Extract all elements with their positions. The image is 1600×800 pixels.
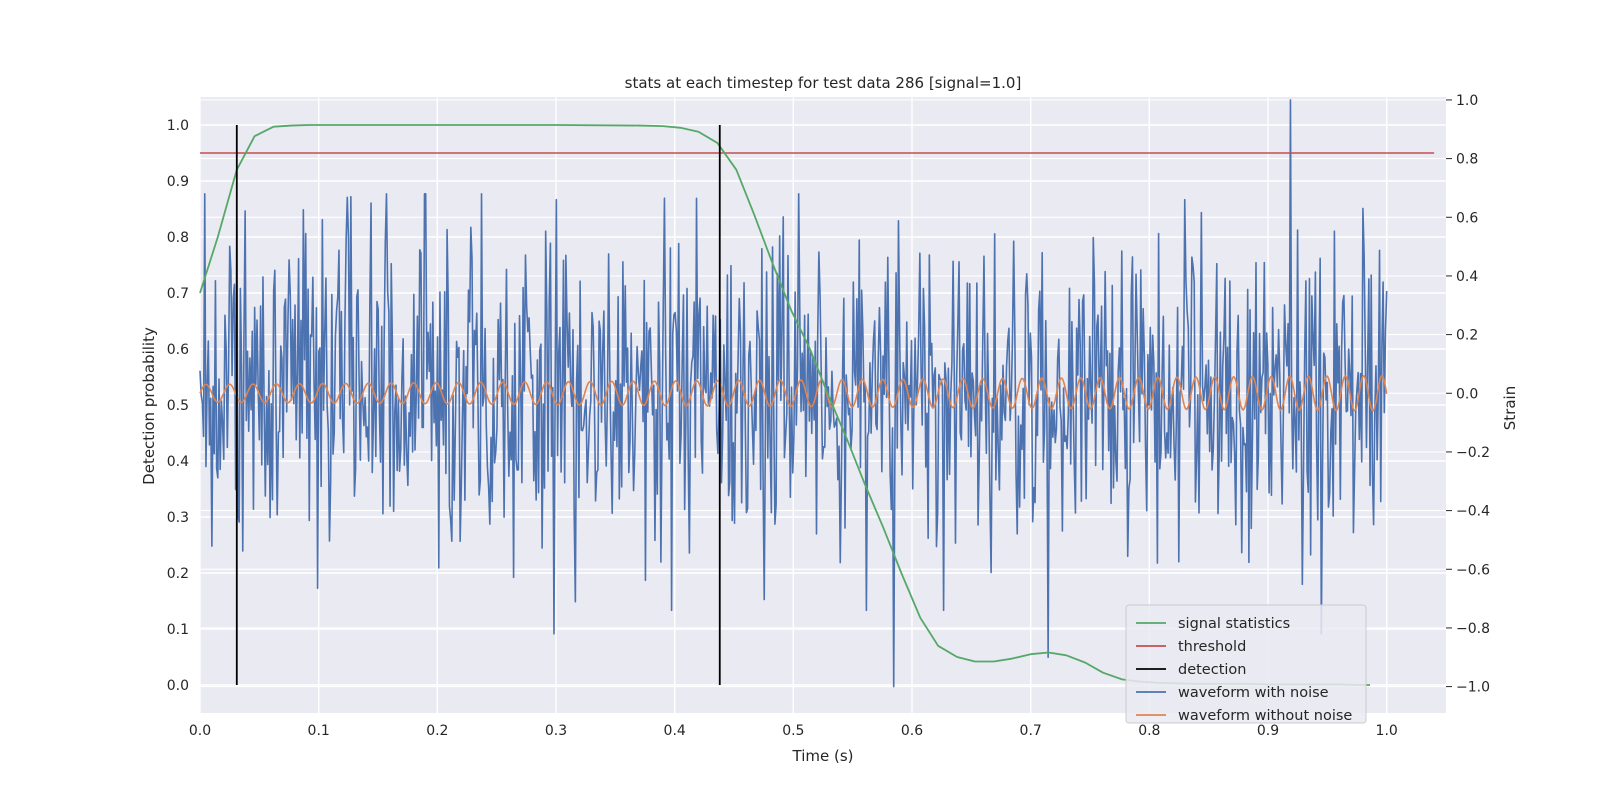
y-right-tick-label: 0.6 — [1456, 210, 1478, 226]
y-right-tick-label: 0.8 — [1456, 152, 1478, 168]
legend-label: signal statistics — [1178, 616, 1290, 632]
y-axis-right-label: Strain — [1501, 386, 1519, 430]
y-right-tick-label: 0.0 — [1456, 386, 1478, 402]
legend-label: detection — [1178, 662, 1246, 678]
y-right-tick-label: 1.0 — [1456, 93, 1478, 109]
y-left-tick-label: 0.8 — [167, 230, 189, 246]
x-tick-label: 0.7 — [1020, 723, 1042, 739]
y-left-tick-label: 0.5 — [167, 398, 189, 414]
legend-label: threshold — [1178, 639, 1246, 655]
y-right-tick-label: 0.2 — [1456, 328, 1478, 344]
chart-title: stats at each timestep for test data 286… — [625, 74, 1022, 92]
y-axis-left-label: Detection probability — [140, 327, 158, 485]
x-tick-label: 0.1 — [308, 723, 330, 739]
x-tick-label: 0.5 — [782, 723, 804, 739]
series-layer — [199, 99, 1435, 688]
x-axis-label: Time (s) — [792, 747, 854, 765]
x-tick-label: 0.4 — [664, 723, 686, 739]
y-left-tick-label: 0.4 — [167, 454, 189, 470]
y-axis-left: 0.0 0.1 0.2 0.3 0.4 0.5 0.6 0.7 0.8 0.9 1.0 — [167, 118, 189, 694]
y-left-tick-label: 0.6 — [167, 342, 189, 358]
y-right-tick-label: −1.0 — [1456, 680, 1490, 696]
y-left-tick-label: 0.3 — [167, 510, 189, 526]
y-right-tick-label: 0.4 — [1456, 269, 1478, 285]
x-tick-label: 0.6 — [901, 723, 923, 739]
x-tick-label: 0.8 — [1138, 723, 1160, 739]
x-tick-label: 0.3 — [545, 723, 567, 739]
x-axis: 0.0 0.1 0.2 0.3 0.4 0.5 0.6 0.7 0.8 0.9 1.0 — [189, 723, 1398, 739]
x-tick-label: 0.2 — [426, 723, 448, 739]
series-waveform-without-noise — [199, 374, 1388, 412]
y-left-tick-label: 0.9 — [167, 174, 189, 190]
y-axis-right: −1.0 −0.8 −0.6 −0.4 −0.2 0.0 0.2 0.4 0.6 0.8 1.0 — [1446, 93, 1490, 696]
legend-label: waveform without noise — [1178, 708, 1352, 724]
y-left-tick-label: 0.1 — [167, 622, 189, 638]
legend-label: waveform with noise — [1178, 685, 1329, 701]
y-right-tick-label: −0.2 — [1456, 445, 1490, 461]
x-tick-label: 0.0 — [189, 723, 211, 739]
legend-frame — [1125, 604, 1367, 724]
y-left-tick-label: 0.2 — [167, 566, 189, 582]
y-left-tick-label: 1.0 — [167, 118, 189, 134]
y-right-tick-label: −0.4 — [1456, 504, 1490, 520]
x-tick-label: 1.0 — [1376, 723, 1398, 739]
y-left-tick-label: 0.0 — [167, 678, 189, 694]
x-tick-label: 0.9 — [1257, 723, 1279, 739]
y-left-tick-label: 0.7 — [167, 286, 189, 302]
series-waveform-with-noise — [199, 99, 1388, 688]
y-right-tick-label: −0.8 — [1456, 621, 1490, 637]
legend: signal statistics threshold detection wavef… — [1125, 604, 1367, 724]
series-detection — [235, 125, 721, 685]
y-right-tick-label: −0.6 — [1456, 562, 1490, 578]
